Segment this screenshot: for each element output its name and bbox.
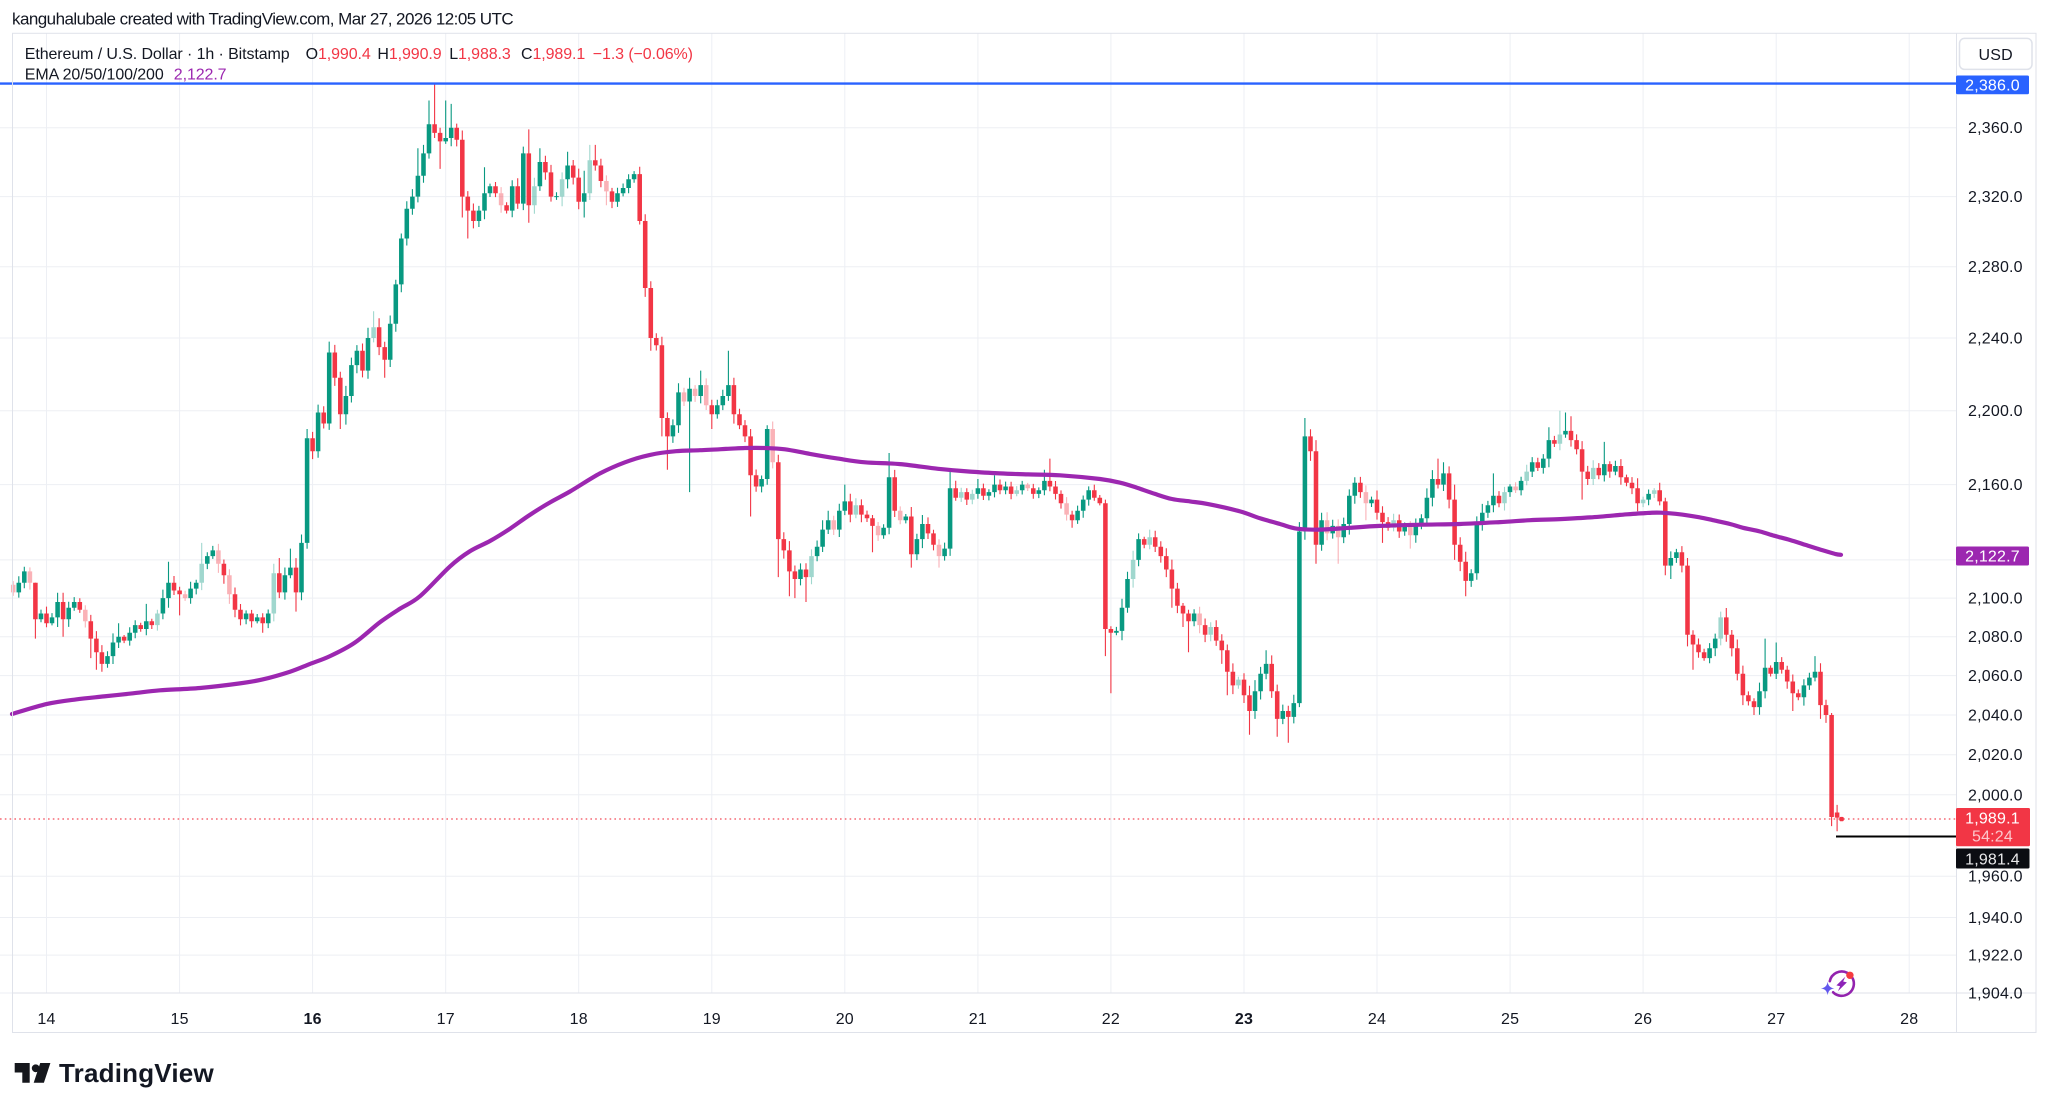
svg-text:1,960.0: 1,960.0 [1968,869,2023,886]
svg-text:1,981.4: 1,981.4 [1965,851,2020,868]
svg-text:C1,989.1: C1,989.1 [521,46,585,63]
svg-text:2,386.0: 2,386.0 [1965,77,2020,94]
svg-text:2,080.0: 2,080.0 [1968,629,2023,646]
svg-text:2,280.0: 2,280.0 [1968,259,2023,276]
svg-text:H1,990.9: H1,990.9 [377,46,441,63]
svg-text:24: 24 [1368,1011,1386,1028]
svg-text:O1,990.4: O1,990.4 [306,46,371,63]
svg-text:2,122.7: 2,122.7 [174,67,227,84]
svg-text:1,989.1: 1,989.1 [1965,811,2020,828]
svg-text:2,040.0: 2,040.0 [1968,708,2023,725]
svg-text:16: 16 [303,1011,321,1028]
svg-text:L1,988.3: L1,988.3 [449,46,511,63]
svg-text:14: 14 [37,1011,55,1028]
svg-text:25: 25 [1501,1011,1519,1028]
svg-text:2,122.7: 2,122.7 [1965,549,2020,566]
svg-text:2,000.0: 2,000.0 [1968,787,2023,804]
svg-text:2,020.0: 2,020.0 [1968,747,2023,764]
svg-text:EMA 20/50/100/200: EMA 20/50/100/200 [25,67,164,84]
svg-text:26: 26 [1634,1011,1652,1028]
svg-text:2,060.0: 2,060.0 [1968,668,2023,685]
svg-text:2,360.0: 2,360.0 [1968,120,2023,137]
svg-text:kanguhalubale created with Tra: kanguhalubale created with TradingView.c… [12,10,513,29]
svg-text:Ethereum / U.S. Dollar · 1h ·: Ethereum / U.S. Dollar · 1h · Bitstamp [25,46,290,63]
svg-text:1,904.0: 1,904.0 [1968,986,2023,1003]
svg-text:2,320.0: 2,320.0 [1968,189,2023,206]
svg-text:−1.3 (−0.06%): −1.3 (−0.06%) [593,46,693,63]
svg-text:15: 15 [170,1011,188,1028]
svg-text:2,100.0: 2,100.0 [1968,591,2023,608]
svg-text:54:24: 54:24 [1972,829,2013,846]
svg-text:22: 22 [1102,1011,1120,1028]
svg-text:27: 27 [1767,1011,1785,1028]
svg-text:20: 20 [836,1011,854,1028]
svg-text:TradingView: TradingView [59,1058,214,1088]
svg-text:28: 28 [1900,1011,1918,1028]
svg-text:23: 23 [1235,1011,1253,1028]
svg-text:18: 18 [570,1011,588,1028]
svg-text:17: 17 [437,1011,455,1028]
svg-text:21: 21 [969,1011,987,1028]
svg-text:19: 19 [703,1011,721,1028]
svg-text:USD: USD [1979,47,2013,64]
svg-text:2,240.0: 2,240.0 [1968,331,2023,348]
svg-text:2,200.0: 2,200.0 [1968,403,2023,420]
svg-text:1,940.0: 1,940.0 [1968,910,2023,927]
svg-text:1,922.0: 1,922.0 [1968,948,2023,965]
svg-text:2,160.0: 2,160.0 [1968,477,2023,494]
